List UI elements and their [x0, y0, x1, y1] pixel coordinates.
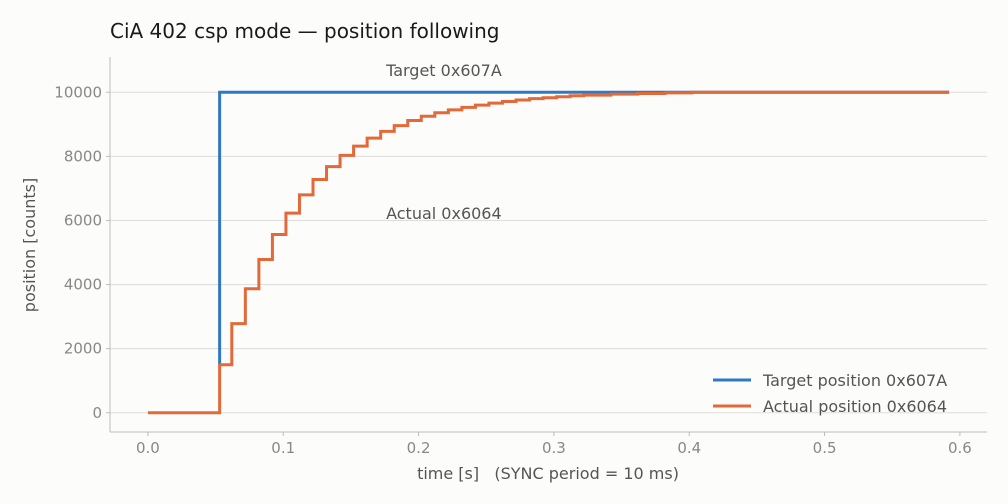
annotation-label: Actual 0x6064	[386, 204, 502, 223]
x-tick-label: 0.6	[948, 439, 972, 457]
y-tick-label: 10000	[54, 83, 102, 101]
legend: Target position 0x607A Actual position 0x…	[713, 371, 947, 416]
y-tick-label: 8000	[64, 147, 102, 165]
x-tick-label: 0.2	[407, 439, 431, 457]
annotation-label: Target 0x607A	[385, 61, 502, 80]
ticks: 0 2000 4000 6000 8000 10000 0.0 0.1 0.2 0.3 0.4 0.5…	[54, 83, 972, 457]
x-tick-label: 0.4	[677, 439, 701, 457]
y-tick-label: 0	[92, 404, 102, 422]
y-axis-label: position [counts]	[20, 178, 39, 312]
legend-label: Target position 0x607A	[762, 371, 947, 390]
y-tick-label: 6000	[64, 211, 102, 229]
grid	[110, 91, 987, 414]
x-tick-label: 0.0	[136, 439, 160, 457]
x-tick-label: 0.3	[542, 439, 566, 457]
series-line-actual	[147, 90, 950, 415]
annotations: Target 0x607A Actual 0x6064	[385, 61, 502, 223]
y-tick-label: 2000	[64, 340, 102, 358]
axes	[109, 57, 987, 433]
chart-title: CiA 402 csp mode — position following	[110, 19, 499, 43]
series-line-target	[218, 90, 950, 365]
series-group	[147, 90, 950, 415]
x-tick-label: 0.1	[271, 439, 295, 457]
y-tick-label: 4000	[64, 276, 102, 294]
x-tick-label: 0.5	[813, 439, 837, 457]
x-axis-label: time [s] (SYNC period = 10 ms)	[417, 464, 679, 483]
legend-label: Actual position 0x6064	[763, 397, 947, 416]
